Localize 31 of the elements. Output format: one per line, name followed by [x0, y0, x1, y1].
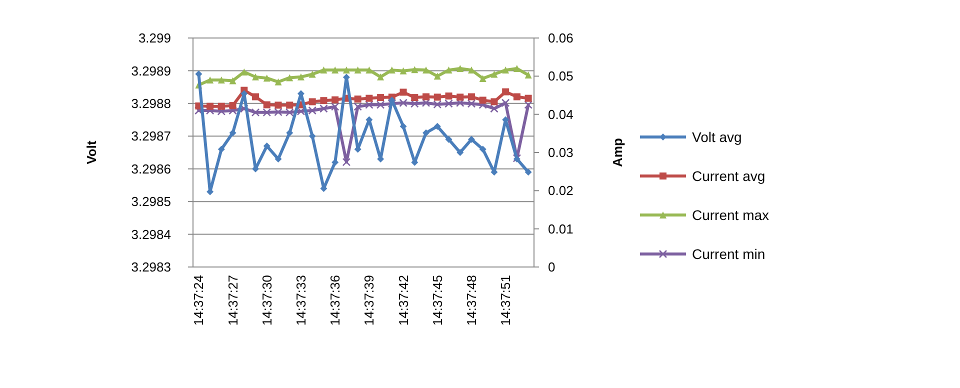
x-tick-label: 14:37:33 — [294, 275, 309, 326]
x-tick-label: 14:37:42 — [396, 275, 411, 326]
x-tick-label: 14:37:51 — [498, 275, 514, 326]
y-tick-label: 3.2989 — [131, 63, 171, 78]
y2-tick-label: 0.05 — [548, 68, 574, 84]
y2-axis-title: Amp — [610, 138, 625, 167]
y-tick-label: 3.299 — [138, 30, 171, 46]
y2-tick-label: 0.01 — [548, 221, 574, 236]
y-tick-label: 3.2987 — [131, 128, 171, 144]
y-tick-label: 3.2988 — [131, 96, 171, 111]
legend-label: Volt avg — [692, 128, 742, 145]
x-tick-label: 14:37:39 — [362, 275, 377, 326]
y-axis-title: Volt — [84, 140, 99, 164]
legend-label: Current max — [692, 206, 770, 223]
y-tick-label: 3.2986 — [131, 161, 171, 176]
y-tick-label: 3.2984 — [131, 226, 171, 242]
x-tick-label: 14:37:27 — [225, 275, 240, 326]
x-tick-label: 14:37:24 — [191, 275, 206, 326]
y2-tick-label: 0.06 — [548, 30, 574, 46]
legend-label: Current avg — [692, 168, 766, 184]
x-tick-label: 14:37:30 — [259, 275, 274, 326]
x-tick-label: 14:37:45 — [430, 275, 445, 326]
y2-tick-label: 0.04 — [548, 106, 574, 122]
legend-label: Current min — [692, 246, 766, 262]
y2-tick-label: 0 — [548, 260, 556, 275]
x-tick-label: 14:37:48 — [464, 275, 480, 326]
x-tick-label: 14:37:36 — [328, 275, 343, 326]
y-tick-label: 3.2983 — [131, 260, 171, 275]
y-tick-label: 3.2985 — [131, 194, 171, 210]
y2-tick-label: 0.02 — [548, 183, 574, 198]
y2-tick-label: 0.03 — [548, 145, 574, 160]
